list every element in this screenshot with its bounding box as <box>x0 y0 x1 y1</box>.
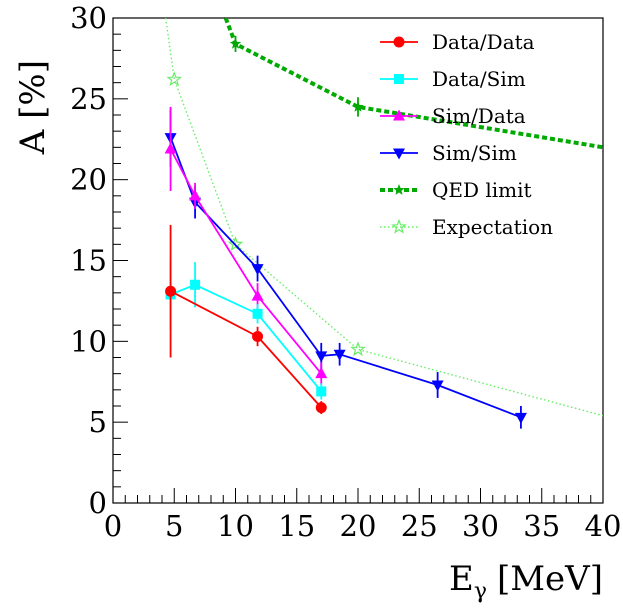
x-tick-label: 35 <box>523 509 560 543</box>
series-line-sim-data <box>169 148 322 375</box>
legend-label: Sim/Sim <box>432 141 517 165</box>
legend-marker <box>393 184 405 195</box>
data-point <box>350 341 366 357</box>
x-tick-label: 30 <box>462 509 499 543</box>
series-qed-limit <box>223 18 603 150</box>
series-line-qed-limit <box>223 18 603 150</box>
data-point <box>189 189 202 201</box>
x-axis-title-subscript: γ <box>474 579 487 604</box>
legend-marker <box>393 148 405 160</box>
data-point <box>251 289 264 301</box>
legend: Data/Data Data/Sim Sim/Data Sim/Sim QED limi… <box>380 30 553 239</box>
x-tick-label: 25 <box>401 509 438 543</box>
data-point <box>315 367 328 379</box>
data-point <box>251 264 264 276</box>
legend-entry-qed-limit: QED limit <box>380 178 532 202</box>
y-axis-title: A [%] <box>13 60 53 155</box>
plot-frame <box>112 17 604 504</box>
series-line-expectation <box>165 18 603 417</box>
legend-entry-sim-data: Sim/Data <box>380 104 526 128</box>
legend-label: Sim/Data <box>432 104 526 128</box>
data-point <box>333 349 346 361</box>
x-tick-label: 15 <box>278 509 315 543</box>
data-point <box>164 142 177 154</box>
y-tick-label: 10 <box>70 324 107 358</box>
x-axis-title-unit: [MeV] <box>497 559 603 599</box>
axis-ticks <box>112 17 604 504</box>
data-point <box>165 285 177 297</box>
legend-entry-expectation: Expectation <box>380 215 553 239</box>
legend-label: Data/Data <box>432 30 535 54</box>
data-point <box>316 386 327 397</box>
y-tick-label: 25 <box>70 82 107 116</box>
x-tick-label: 10 <box>217 509 254 543</box>
x-axis-title: Eγ [MeV] <box>449 559 603 604</box>
legend-label: Data/Sim <box>432 67 526 91</box>
legend-label: Expectation <box>432 215 553 239</box>
x-tick-label: 40 <box>585 509 622 543</box>
data-point <box>252 330 264 342</box>
data-point <box>315 402 327 414</box>
data-point <box>315 351 328 363</box>
data-point <box>229 37 242 49</box>
legend-entry-data-data: Data/Data <box>380 30 535 54</box>
tick-labels: 0 5 10 15 20 25 30 35 40 0 5 10 15 20 25 30 <box>70 1 621 543</box>
y-tick-label: 15 <box>70 244 107 278</box>
y-tick-label: 20 <box>70 163 107 197</box>
y-tick-label: 0 <box>89 486 107 520</box>
x-tick-label: 20 <box>340 509 377 543</box>
data-point <box>431 380 444 392</box>
legend-marker <box>393 36 405 48</box>
y-tick-label: 30 <box>70 1 107 35</box>
legend-entry-data-sim: Data/Sim <box>380 67 526 91</box>
data-point <box>514 412 527 424</box>
data-point <box>227 236 244 251</box>
data-point <box>352 100 364 112</box>
series-layer <box>164 18 603 429</box>
data-point <box>252 308 263 319</box>
plot-border <box>112 17 604 504</box>
x-tick-label: 5 <box>165 509 183 543</box>
series-line-data-sim <box>170 283 322 392</box>
data-point <box>166 71 183 87</box>
y-tick-label: 5 <box>89 405 107 439</box>
series-expectation <box>165 18 603 417</box>
x-tick-label: 0 <box>104 509 122 543</box>
legend-marker <box>394 74 404 84</box>
x-axis-title-main: E <box>449 559 474 599</box>
legend-entry-sim-sim: Sim/Sim <box>380 141 517 165</box>
legend-marker <box>393 109 405 121</box>
legend-label: QED limit <box>432 178 532 202</box>
legend-marker <box>391 218 407 234</box>
data-point <box>190 279 201 290</box>
series-sim-data <box>164 106 328 385</box>
series-data-data <box>165 224 327 415</box>
